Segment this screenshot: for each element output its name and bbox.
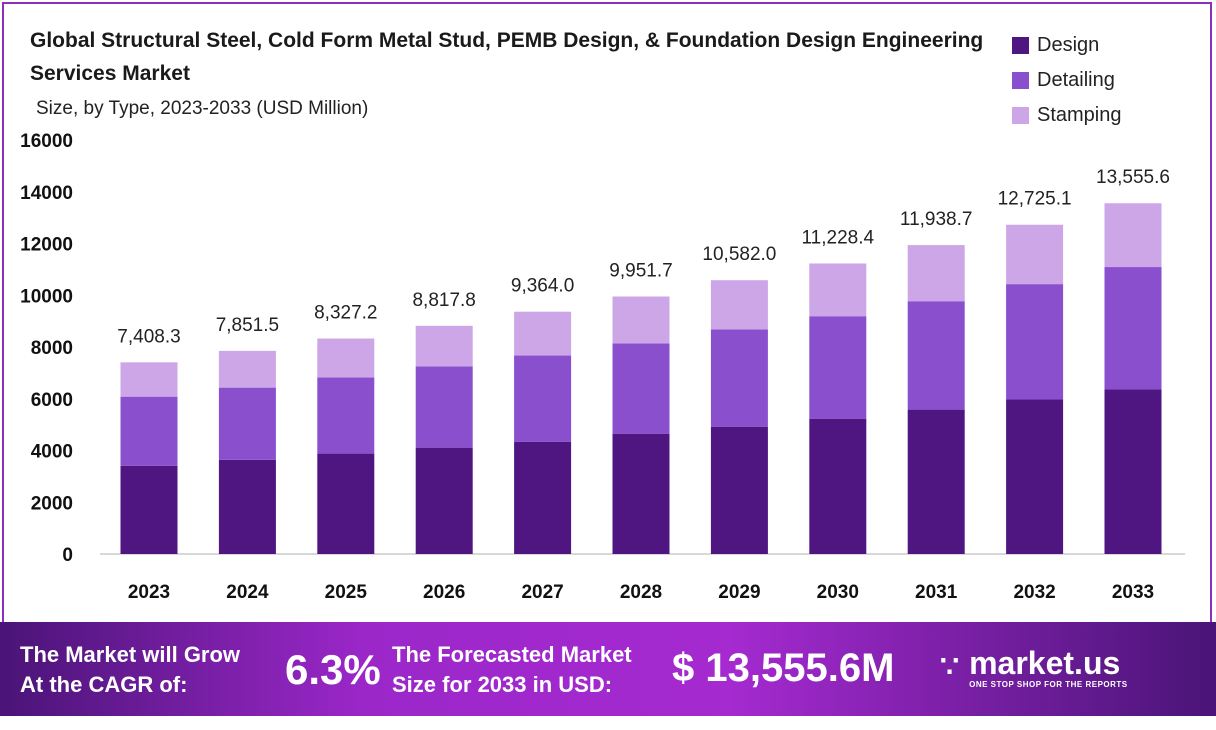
bar-segment-detailing [710,329,768,427]
y-tick-label: 12000 [20,235,73,256]
legend: Design Detailing Stamping [1012,28,1122,133]
market-us-logo: ∵ market.us ONE STOP SHOP FOR THE REPORTS [940,646,1128,689]
x-tick-label: 2027 [521,582,563,603]
chart-frame [2,2,1212,622]
x-tick-label: 2030 [817,582,859,603]
y-tick-label: 8000 [31,338,73,359]
chart-title: Global Structural Steel, Cold Form Metal… [30,29,984,85]
bar-segment-detailing [218,387,276,460]
x-tick-label: 2032 [1013,582,1055,603]
bar-total-label: 9,364.0 [511,276,574,297]
bar-total-label: 11,228.4 [802,227,875,248]
x-tick-label: 2031 [915,582,958,603]
bar-segment-design [1006,399,1064,554]
legend-label: Design [1037,34,1100,56]
bar-segment-design [120,465,178,554]
bar-segment-design [907,409,965,554]
x-tick-label: 2023 [128,582,170,603]
bar-total-label: 12,725.1 [998,189,1072,210]
y-tick-label: 6000 [31,390,73,411]
legend-label: Detailing [1037,69,1115,91]
bar-total-label: 7,408.3 [117,326,180,347]
legend-item-detailing: Detailing [1012,63,1122,98]
bar-segment-design [514,441,572,554]
bar-segment-design [1104,389,1162,554]
y-tick-label: 14000 [20,183,73,204]
bar-segment-stamping [415,325,473,367]
bar-segment-detailing [317,377,375,454]
bar-segment-stamping [218,350,276,388]
legend-item-stamping: Stamping [1012,98,1122,133]
legend-swatch [1012,107,1029,124]
bar-segment-stamping [907,245,965,302]
bar-segment-detailing [907,301,965,410]
bar-segment-design [218,459,276,554]
bar-segment-design [317,453,375,554]
y-tick-label: 16000 [20,131,73,152]
legend-item-design: Design [1012,28,1122,63]
brand-tagline: ONE STOP SHOP FOR THE REPORTS [969,680,1128,689]
bar-segment-stamping [612,296,670,344]
bar-total-label: 8,327.2 [314,303,377,324]
bar-segment-design [710,426,768,554]
bar-segment-detailing [1006,284,1064,400]
cagr-value: 6.3% [285,646,381,693]
footer-banner: The Market will Grow At the CAGR of: 6.3%… [0,622,1216,716]
x-tick-label: 2033 [1112,582,1154,603]
y-tick-label: 10000 [20,286,73,307]
bar-segment-stamping [120,362,178,397]
bar-segment-detailing [514,355,572,442]
bar-segment-detailing [120,396,178,466]
x-tick-label: 2029 [718,582,760,603]
forecast-label: The Forecasted Market Size for 2033 in US… [392,642,632,697]
bar-segment-detailing [415,366,473,448]
bar-segment-stamping [809,263,867,317]
bar-total-label: 13,555.6 [1096,167,1170,188]
cagr-label: The Market will Grow At the CAGR of: [20,642,241,697]
bar-segment-design [612,433,670,554]
bar-total-label: 11,938.7 [900,209,973,230]
bar-segment-stamping [1104,203,1162,268]
x-tick-label: 2024 [226,582,269,603]
bar-segment-detailing [1104,267,1162,390]
y-tick-label: 0 [62,545,73,566]
market-us-logo-icon: ∵ [940,651,960,684]
legend-swatch [1012,72,1029,89]
bar-total-label: 8,817.8 [412,290,475,311]
bar-total-label: 7,851.5 [216,315,279,336]
forecast-value: $ 13,555.6M [672,646,895,690]
x-tick-label: 2026 [423,582,465,603]
brand-name: market.us [969,645,1121,681]
y-tick-label: 4000 [31,442,73,463]
x-tick-label: 2025 [325,582,368,603]
bar-total-label: 9,951.7 [609,260,672,281]
bar-segment-stamping [514,311,572,356]
bar-segment-stamping [710,280,768,330]
legend-swatch [1012,37,1029,54]
chart-subtitle: Size, by Type, 2023-2033 (USD Million) [36,98,369,119]
x-tick-label: 2028 [620,582,662,603]
bar-segment-stamping [317,338,375,378]
bar-segment-detailing [612,343,670,434]
bar-segment-stamping [1006,224,1064,285]
bar-segment-design [415,447,473,554]
stacked-bar-chart: 0 2000 4000 6000 8000 10000 12000 14000 16000 7,4… [20,131,1185,603]
bar-segment-design [809,418,867,554]
bar-total-label: 10,582.0 [702,244,776,265]
bar-segment-detailing [809,316,867,419]
y-tick-label: 2000 [31,493,73,514]
legend-label: Stamping [1037,104,1122,126]
